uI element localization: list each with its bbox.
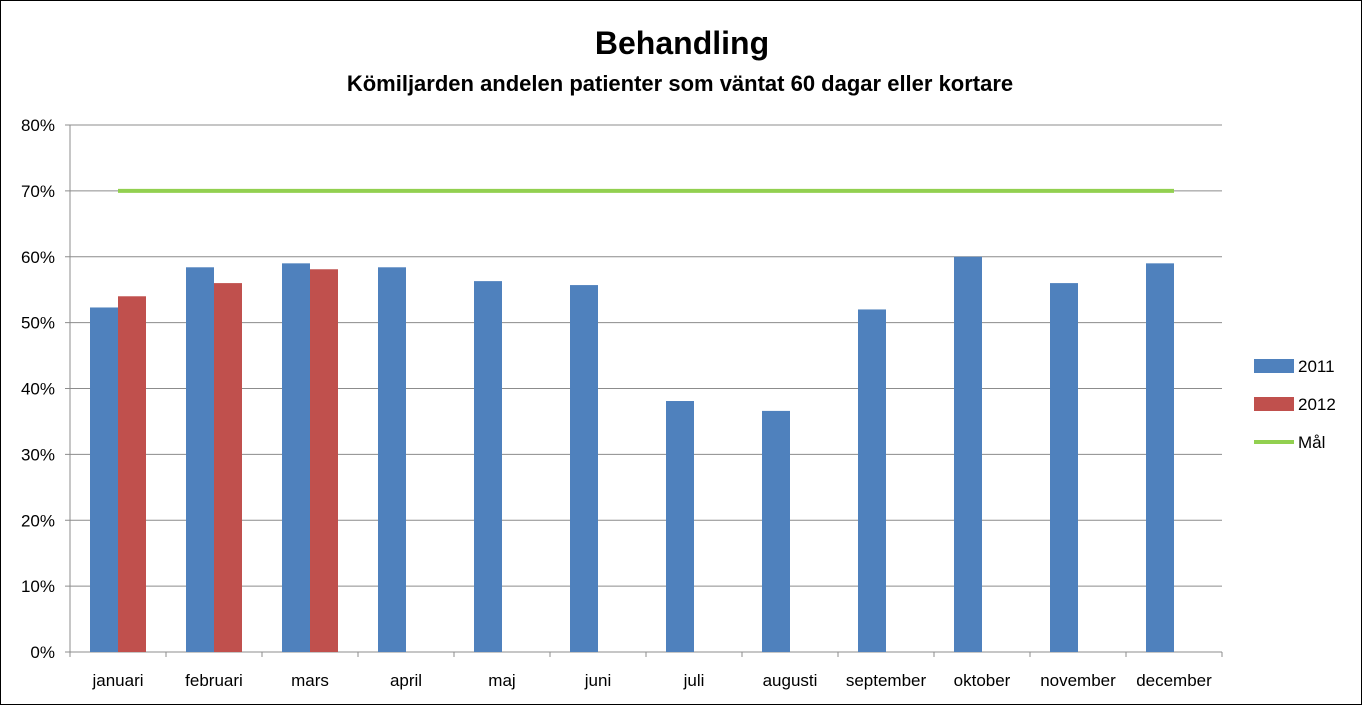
legend-label: 2012 (1298, 395, 1336, 414)
y-tick-label: 50% (21, 314, 55, 333)
bar-2011-juni (570, 285, 598, 652)
x-axis-ticks: januari februari mars april maj juni juli augus… (91, 671, 1212, 690)
legend: 2011 2012 Mål (1254, 357, 1336, 452)
bar-2012-januari (118, 296, 146, 652)
bars (90, 256, 1174, 652)
bar-2011-april (378, 267, 406, 652)
y-tick-label: 0% (30, 643, 55, 662)
y-tick-label: 80% (21, 116, 55, 135)
x-tick-label: oktober (954, 671, 1011, 690)
x-tick-label: juni (584, 671, 611, 690)
bar-2011-januari (90, 307, 118, 652)
bar-2012-februari (214, 283, 242, 652)
chart-title: Behandling (595, 25, 769, 61)
legend-swatch (1254, 359, 1294, 373)
x-tick-label: maj (488, 671, 515, 690)
legend-label: 2011 (1298, 357, 1335, 376)
y-tick-label: 40% (21, 380, 55, 399)
y-axis-ticks: 0% 10% 20% 30% 40% 50% 60% 70% 80% (21, 116, 55, 662)
bar-2011-mars (282, 263, 310, 652)
y-tick-label: 20% (21, 511, 55, 530)
x-tick-label: januari (91, 671, 143, 690)
bar-2011-november (1050, 283, 1078, 652)
x-tick-label: augusti (763, 671, 818, 690)
x-tick-label: juli (683, 671, 705, 690)
y-tick-label: 10% (21, 577, 55, 596)
bar-2011-december (1146, 263, 1174, 652)
x-tick-label: mars (291, 671, 329, 690)
bar-2011-augusti (762, 410, 790, 652)
x-tick-label: december (1136, 671, 1212, 690)
y-tick-label: 60% (21, 248, 55, 267)
y-tick-label: 30% (21, 445, 55, 464)
x-tick-label: november (1040, 671, 1116, 690)
x-tick-label: april (390, 671, 422, 690)
y-tick-label: 70% (21, 182, 55, 201)
x-tick-label: februari (185, 671, 243, 690)
bar-2011-februari (186, 267, 214, 652)
x-tick-label: september (846, 671, 927, 690)
bar-2011-maj (474, 281, 502, 652)
bar-2011-september (858, 309, 886, 652)
bar-2012-mars (310, 269, 338, 652)
legend-label: Mål (1298, 433, 1325, 452)
legend-swatch (1254, 397, 1294, 411)
bar-2011-juli (666, 401, 694, 652)
bar-2011-oktober (954, 256, 982, 652)
chart-subtitle: Kömiljarden andelen patienter som väntat… (347, 71, 1013, 96)
